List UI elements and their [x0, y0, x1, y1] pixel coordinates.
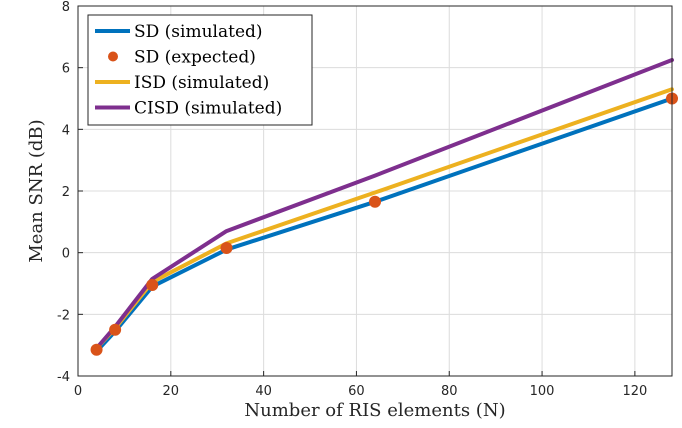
legend-label-cisd-simulated: CISD (simulated)	[134, 99, 282, 119]
legend-label-isd-simulated: ISD (simulated)	[134, 73, 269, 93]
y-axis-title: Mean SNR (dB)	[26, 119, 47, 262]
legend-label-sd-expected: SD (expected)	[134, 48, 256, 68]
series-line-sd-simulated	[94, 96, 674, 354]
x-tick-label: 40	[255, 384, 272, 399]
data-point-sd-expected	[146, 279, 159, 292]
data-point-sd-expected	[90, 343, 103, 356]
x-tick-label: 60	[348, 384, 365, 399]
y-tick-label: 8	[62, 0, 70, 15]
x-tick-label: 100	[530, 384, 555, 399]
x-tick-label: 0	[74, 384, 82, 399]
y-tick-label: 6	[62, 62, 70, 77]
data-point-sd-expected	[220, 242, 233, 255]
data-point-sd-expected	[369, 195, 381, 208]
y-tick-label: -4	[57, 370, 70, 385]
x-tick-label: 20	[163, 384, 180, 399]
legend-label-sd-simulated: SD (simulated)	[134, 22, 263, 42]
y-tick-label: 4	[62, 123, 70, 138]
x-tick-label: 120	[622, 384, 647, 399]
legend-swatch-sd-expected	[108, 51, 118, 62]
series-layer	[90, 57, 678, 356]
legend: SD (simulated) SD (expected) ISD (simulate…	[87, 14, 313, 126]
x-tick-label: 80	[441, 384, 458, 399]
y-tick-label: -2	[57, 308, 70, 323]
ticks: 0 20 40 60 80 100 120 -4 -2 0 2 4 6 8	[57, 0, 647, 399]
y-tick-label: 2	[62, 185, 70, 200]
x-axis-title: Number of RIS elements (N)	[244, 400, 505, 421]
data-point-sd-expected	[109, 323, 122, 336]
y-tick-label: 0	[62, 247, 70, 262]
